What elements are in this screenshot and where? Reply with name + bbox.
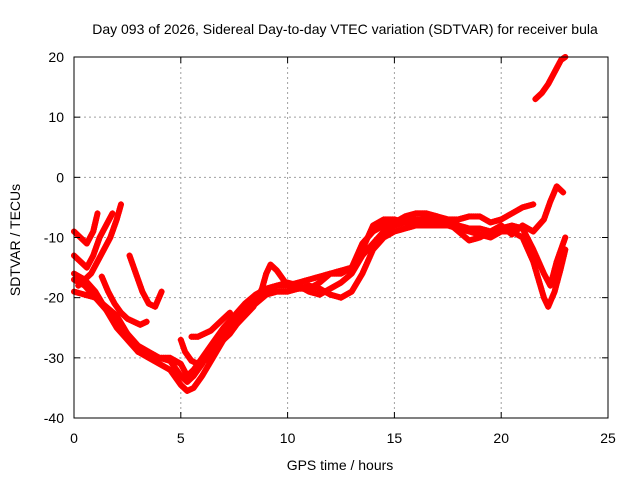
data-series-track-9 (126, 252, 165, 310)
series-markers (126, 252, 165, 310)
x-tick-label: 0 (70, 430, 78, 446)
y-tick-label: -20 (44, 290, 64, 306)
y-tick-label: -30 (44, 350, 64, 366)
y-tick-label: -10 (44, 230, 64, 246)
series-layer (71, 54, 569, 394)
x-axis-label: GPS time / hours (287, 457, 394, 473)
x-tick-label: 5 (177, 430, 185, 446)
x-tick-label: 10 (280, 430, 296, 446)
y-tick-label: 10 (48, 109, 64, 125)
series-markers (532, 54, 569, 103)
x-tick-label: 20 (493, 430, 509, 446)
x-tick-label: 25 (600, 430, 616, 446)
y-tick-label: 20 (48, 49, 64, 65)
data-series-track-10 (98, 273, 150, 328)
ticks: 0 5 10 15 20 25 -40 -30 -20 -10 0 10 20 (44, 49, 616, 446)
y-tick-label: 0 (56, 169, 64, 185)
series-markers (188, 309, 233, 340)
data-series-track-1 (71, 210, 116, 271)
data-series-track-8 (188, 309, 233, 340)
x-tick-label: 15 (387, 430, 403, 446)
series-markers (98, 273, 150, 328)
series-markers (177, 183, 567, 367)
y-tick-label: -40 (44, 410, 64, 426)
chart-title: Day 093 of 2026, Sidereal Day-to-day VTE… (92, 21, 598, 37)
data-series-track-7 (177, 183, 567, 367)
data-series-track-11 (532, 54, 569, 103)
y-axis-label: SDTVAR / TECUs (7, 184, 23, 296)
